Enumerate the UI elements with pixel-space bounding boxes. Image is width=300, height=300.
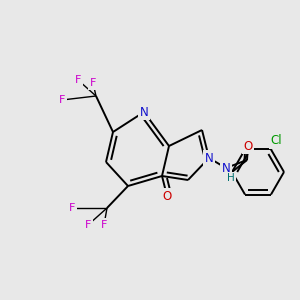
- Text: H: H: [227, 173, 235, 183]
- Text: F: F: [75, 75, 81, 85]
- Text: N: N: [205, 152, 213, 164]
- Text: F: F: [85, 220, 91, 230]
- Text: N: N: [222, 161, 230, 175]
- Text: Cl: Cl: [270, 134, 282, 147]
- Text: F: F: [90, 78, 96, 88]
- Text: O: O: [243, 140, 253, 152]
- Text: N: N: [140, 106, 148, 118]
- Text: O: O: [162, 190, 172, 202]
- Text: F: F: [69, 203, 75, 213]
- Text: F: F: [101, 220, 107, 230]
- Text: F: F: [59, 95, 65, 105]
